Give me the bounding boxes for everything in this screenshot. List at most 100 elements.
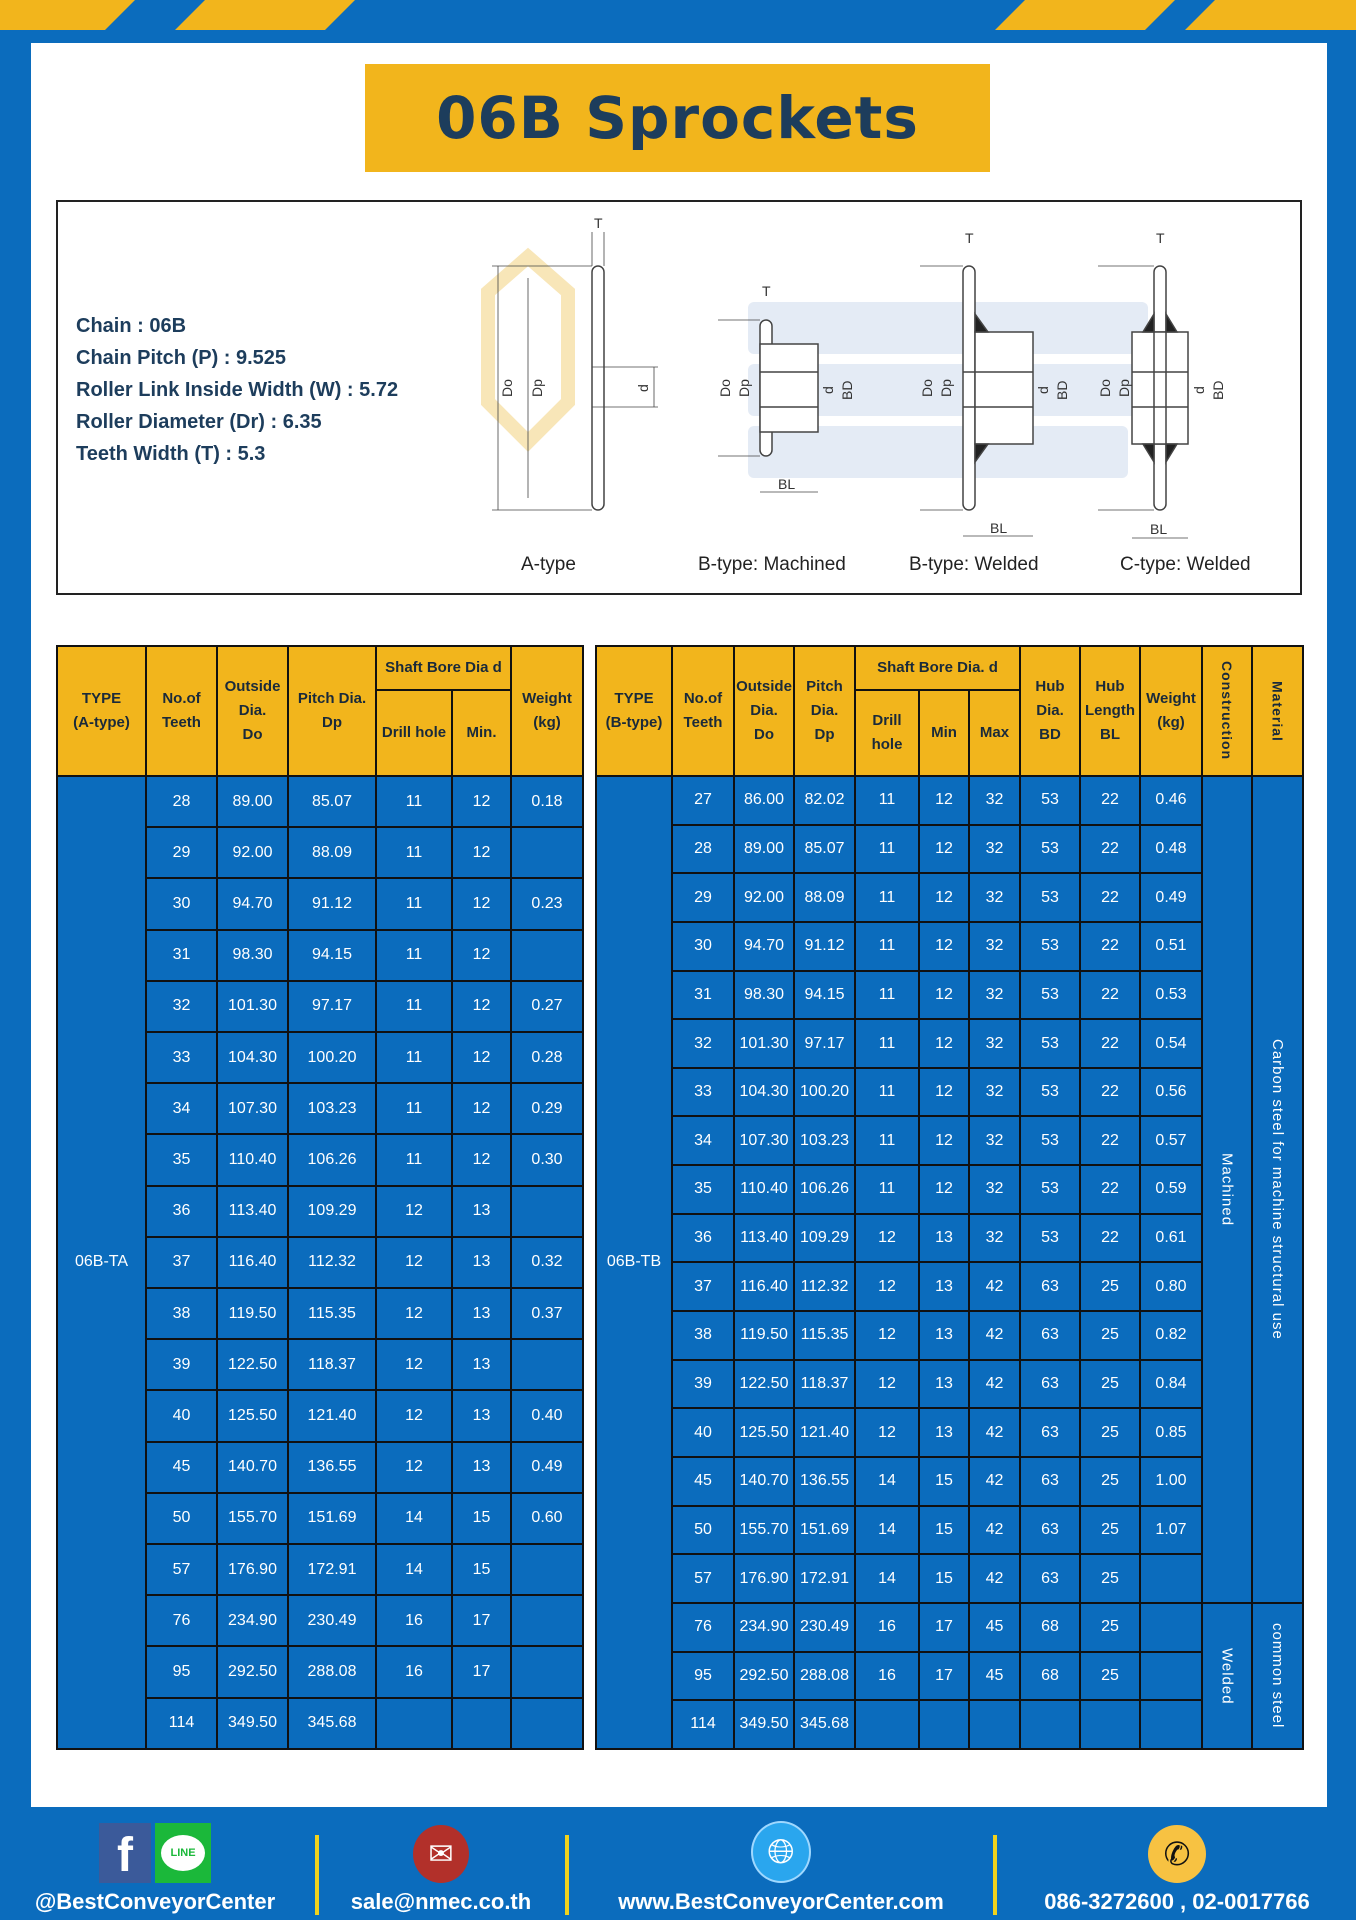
social-contact[interactable]: f LINE @BestConveyorCenter xyxy=(5,1807,305,1920)
cell-hub-dia: 63 xyxy=(1019,1310,1081,1361)
cell-hub-length: 25 xyxy=(1079,1261,1141,1313)
cell-teeth: 30 xyxy=(671,920,735,972)
cell-outside-dia: 113.40 xyxy=(216,1184,289,1238)
cell-max-bore: 42 xyxy=(968,1553,1021,1604)
dim-bd-c: BD xyxy=(1210,381,1226,400)
cell-weight: 0.51 xyxy=(1139,920,1203,972)
cell-min-bore: 13 xyxy=(918,1358,970,1410)
dim-d-a: d xyxy=(635,384,651,392)
cell-teeth: 36 xyxy=(145,1184,218,1238)
cell-hub-length: 25 xyxy=(1079,1650,1141,1702)
cell-teeth: 31 xyxy=(145,928,218,982)
cell-pitch-dia: 97.17 xyxy=(287,979,377,1034)
cell-min-bore: 15 xyxy=(918,1455,970,1507)
cell-teeth: 114 xyxy=(671,1699,735,1750)
cell-teeth: 33 xyxy=(671,1066,735,1118)
cell-max-bore: 45 xyxy=(968,1601,1021,1653)
header-teeth: No.of Teeth xyxy=(145,645,218,777)
cell-drill-hole: 12 xyxy=(375,1287,453,1341)
table-row: 37 116.40 112.32 12 13 0.32 xyxy=(57,1235,584,1290)
cell-pitch-dia: 151.69 xyxy=(793,1504,856,1556)
table-row: 33 104.30 100.20 11 12 32 53 22 0.56 xyxy=(596,1066,1303,1118)
cell-pitch-dia: 118.37 xyxy=(287,1338,377,1392)
email-link[interactable]: sale@nmec.co.th xyxy=(350,1889,532,1914)
phone-icon: ✆ xyxy=(1148,1825,1206,1883)
cell-hub-length: 25 xyxy=(1079,1504,1141,1556)
cell-teeth: 32 xyxy=(671,1018,735,1069)
table-row: 36 113.40 109.29 12 13 xyxy=(57,1184,584,1238)
table-row: 40 125.50 121.40 12 13 42 63 25 0.85 xyxy=(596,1407,1303,1458)
cell-weight xyxy=(510,1184,584,1238)
header-outside-dia: Outside Dia. Do xyxy=(733,645,795,777)
a-type-table: TYPE (A-type) No.of Teeth Outside Dia. D… xyxy=(56,645,584,1750)
table-row: 38 119.50 115.35 12 13 0.37 xyxy=(57,1287,584,1341)
website-contact[interactable]: 🌐︎ www.BestConveyorCenter.com xyxy=(575,1807,987,1920)
website-link[interactable]: www.BestConveyorCenter.com xyxy=(618,1889,944,1914)
line-icon-label: LINE xyxy=(161,1835,205,1871)
header-drill-hole: Drill hole xyxy=(854,689,920,777)
table-row: 45 140.70 136.55 12 13 0.49 xyxy=(57,1440,584,1494)
cell-outside-dia: 94.70 xyxy=(733,920,795,972)
table-row: 95 292.50 288.08 16 17 xyxy=(57,1645,584,1699)
table-row: 57 176.90 172.91 14 15 42 63 25 xyxy=(596,1553,1303,1604)
header-hub-length: Hub Length BL xyxy=(1079,645,1141,777)
cell-drill-hole: 11 xyxy=(854,872,920,923)
c-type-welded-drawing xyxy=(1098,265,1189,539)
label-a-type: A-type xyxy=(521,554,576,575)
cell-outside-dia: 119.50 xyxy=(733,1310,795,1361)
cell-outside-dia: 89.00 xyxy=(733,823,795,875)
cell-drill-hole: 12 xyxy=(854,1212,920,1264)
cell-pitch-dia: 112.32 xyxy=(793,1261,856,1313)
cell-teeth: 40 xyxy=(671,1407,735,1458)
cell-drill-hole: 11 xyxy=(375,826,453,880)
line-icon[interactable]: LINE xyxy=(155,1823,211,1883)
cell-pitch-dia: 109.29 xyxy=(793,1212,856,1264)
phone-contact[interactable]: ✆ 086-3272600 , 02-0017766 xyxy=(1001,1807,1353,1920)
email-contact[interactable]: ✉ sale@nmec.co.th xyxy=(327,1807,555,1920)
chain-specs: Chain : 06B Chain Pitch (P) : 9.525 Roll… xyxy=(76,310,466,470)
cell-min-bore: 17 xyxy=(918,1601,970,1653)
cell-hub-dia: 53 xyxy=(1019,775,1081,826)
cell-pitch-dia: 345.68 xyxy=(287,1696,377,1750)
cell-min-bore: 12 xyxy=(918,1164,970,1215)
cell-max-bore: 32 xyxy=(968,1212,1021,1264)
table-row: 35 110.40 106.26 11 12 0.30 xyxy=(57,1133,584,1187)
cell-pitch-dia: 115.35 xyxy=(793,1310,856,1361)
cell-drill-hole: 12 xyxy=(375,1235,453,1290)
cell-weight xyxy=(1139,1650,1203,1702)
facebook-icon[interactable]: f xyxy=(99,1823,151,1883)
cell-min-bore: 13 xyxy=(918,1212,970,1264)
cell-max-bore: 42 xyxy=(968,1455,1021,1507)
table-row: 33 104.30 100.20 11 12 0.28 xyxy=(57,1031,584,1085)
cell-teeth: 95 xyxy=(145,1645,218,1699)
cell-hub-length: 22 xyxy=(1079,920,1141,972)
dim-dp-c: Dp xyxy=(1116,379,1132,397)
cell-max-bore: 42 xyxy=(968,1407,1021,1458)
header-weight: Weight (kg) xyxy=(1139,645,1203,777)
table-row: 50 155.70 151.69 14 15 0.60 xyxy=(57,1491,584,1546)
cell-pitch-dia: 85.07 xyxy=(793,823,856,875)
cell-pitch-dia: 136.55 xyxy=(793,1455,856,1507)
cell-weight: 0.29 xyxy=(510,1082,584,1136)
cell-hub-length: 25 xyxy=(1079,1407,1141,1458)
cell-min-bore: 13 xyxy=(451,1389,512,1443)
cell-hub-length: 25 xyxy=(1079,1310,1141,1361)
cell-min-bore: 12 xyxy=(918,823,970,875)
label-b-type-machined: B-type: Machined xyxy=(698,554,846,575)
cell-drill-hole: 14 xyxy=(854,1553,920,1604)
cell-teeth: 45 xyxy=(145,1440,218,1494)
cell-weight xyxy=(510,928,584,982)
cell-min-bore: 13 xyxy=(451,1440,512,1494)
spec-chain-pitch: Chain Pitch (P) : 9.525 xyxy=(76,347,287,369)
watermark-shapes xyxy=(748,302,1168,478)
cell-min-bore: 15 xyxy=(451,1543,512,1597)
cell-teeth: 35 xyxy=(671,1164,735,1215)
header-pitch-dia: Pitch Dia. Dp xyxy=(287,645,377,777)
cell-hub-length: 25 xyxy=(1079,1455,1141,1507)
cell-pitch-dia: 100.20 xyxy=(793,1066,856,1118)
dim-d-bm: d xyxy=(820,386,836,394)
cell-hub-dia: 63 xyxy=(1019,1261,1081,1313)
cell-pitch-dia: 115.35 xyxy=(287,1287,377,1341)
cell-outside-dia: 349.50 xyxy=(216,1696,289,1750)
cell-min-bore: 12 xyxy=(451,979,512,1034)
